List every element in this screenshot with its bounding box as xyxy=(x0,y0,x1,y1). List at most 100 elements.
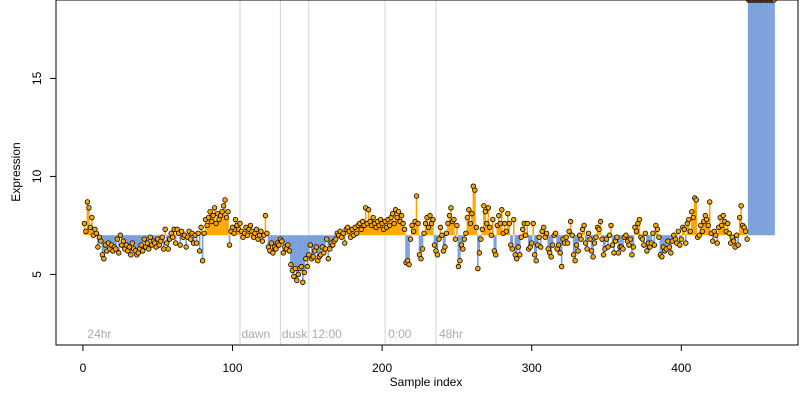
data-point xyxy=(584,246,590,252)
data-point xyxy=(286,248,293,254)
data-point xyxy=(487,224,493,231)
data-point xyxy=(114,236,121,242)
data-point xyxy=(588,248,595,254)
data-point xyxy=(178,228,185,235)
data-point xyxy=(675,228,682,235)
data-point xyxy=(322,246,328,252)
y-tick-label: 5 xyxy=(30,271,44,278)
event-annotation: 24hr xyxy=(87,327,111,341)
x-tick-label: 400 xyxy=(671,361,691,375)
data-point xyxy=(490,216,496,223)
data-point xyxy=(205,214,212,221)
event-annotation: 12:00 xyxy=(312,327,342,341)
data-point xyxy=(666,244,673,250)
data-point xyxy=(223,214,230,221)
x-axis-label: Sample index xyxy=(390,375,463,389)
data-point xyxy=(159,234,165,240)
data-point xyxy=(196,248,203,254)
data-point xyxy=(730,238,737,244)
data-point xyxy=(451,216,457,223)
data-point xyxy=(654,226,661,233)
data-point xyxy=(696,232,702,238)
data-point xyxy=(247,222,254,229)
data-point xyxy=(183,244,189,250)
data-point xyxy=(473,224,480,231)
data-point xyxy=(226,242,233,248)
data-point xyxy=(461,236,468,242)
data-point xyxy=(422,220,429,227)
data-point xyxy=(220,203,227,209)
data-point xyxy=(237,220,243,227)
event-annotation: 48hr xyxy=(439,327,463,341)
data-point xyxy=(733,232,740,238)
data-point xyxy=(686,216,692,223)
data-point xyxy=(611,250,617,256)
data-point xyxy=(558,263,565,270)
data-point xyxy=(298,263,305,270)
data-point xyxy=(514,256,520,262)
x-axis: 0 100 200 300 400 xyxy=(80,344,692,375)
data-point xyxy=(342,240,348,246)
data-point xyxy=(253,226,260,233)
data-point xyxy=(488,232,495,238)
data-point xyxy=(262,212,269,219)
data-point xyxy=(434,252,441,258)
data-point xyxy=(395,209,402,215)
data-point xyxy=(627,236,634,242)
y-axis-label: Expression xyxy=(9,142,23,201)
data-point xyxy=(430,216,436,223)
data-point xyxy=(208,218,215,225)
data-point xyxy=(651,242,658,248)
data-point xyxy=(276,242,282,248)
data-point xyxy=(503,228,509,235)
data-point xyxy=(511,216,517,223)
data-point xyxy=(615,250,622,256)
data-point xyxy=(460,246,466,252)
data-point xyxy=(532,252,538,258)
data-point xyxy=(222,197,228,203)
data-point xyxy=(614,234,620,240)
data-point xyxy=(98,238,104,244)
data-point xyxy=(506,220,512,227)
data-point xyxy=(668,250,674,256)
data-point xyxy=(582,240,589,246)
data-point xyxy=(726,230,732,236)
data-point xyxy=(117,232,124,238)
data-point xyxy=(325,256,331,262)
data-point xyxy=(485,205,492,211)
data-point xyxy=(310,254,317,260)
data-point xyxy=(394,214,400,221)
data-point xyxy=(340,230,346,236)
data-point xyxy=(84,199,91,205)
data-point xyxy=(555,242,562,248)
data-point xyxy=(264,230,270,236)
event-annotation: dawn xyxy=(242,327,271,341)
x-tick-label: 100 xyxy=(223,361,243,375)
data-point xyxy=(129,240,135,246)
data-point xyxy=(573,242,580,248)
data-point xyxy=(543,230,550,236)
data-point xyxy=(439,232,445,238)
data-point xyxy=(128,252,134,258)
data-point xyxy=(169,234,176,240)
data-point xyxy=(633,228,640,235)
data-point xyxy=(665,238,671,244)
data-point xyxy=(288,261,294,268)
data-point xyxy=(292,265,299,272)
data-point xyxy=(207,209,213,215)
data-point xyxy=(549,242,556,248)
data-point xyxy=(642,230,649,236)
data-point xyxy=(720,212,726,219)
data-point xyxy=(623,232,629,238)
y-tick-label: 15 xyxy=(30,71,44,85)
data-point xyxy=(313,244,319,250)
data-point xyxy=(493,252,499,258)
data-point xyxy=(707,199,713,205)
data-point xyxy=(225,209,231,215)
data-point xyxy=(650,230,656,236)
data-point xyxy=(735,242,741,248)
data-point xyxy=(407,236,414,242)
data-point xyxy=(195,230,201,236)
data-point xyxy=(467,220,474,227)
